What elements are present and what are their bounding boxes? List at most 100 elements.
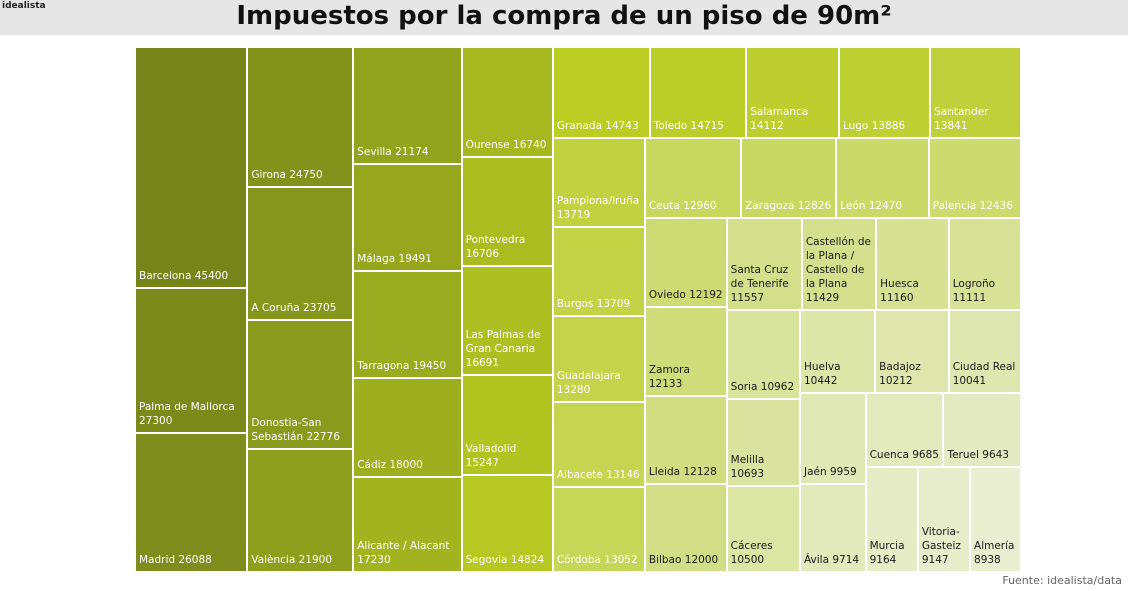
treemap-cell: Burgos 13709 xyxy=(552,226,645,316)
cell-label: Alicante / Alacant 17230 xyxy=(357,539,457,567)
cell-value: 13146 xyxy=(606,469,640,482)
treemap-cell: Cuenca 9685 xyxy=(865,393,944,468)
cell-value: 12000 xyxy=(684,553,719,566)
cell-value: 9714 xyxy=(832,553,860,566)
cell-name: València xyxy=(251,553,296,566)
cell-label: Córdoba 13052 xyxy=(557,553,641,567)
cell-value: 18000 xyxy=(389,459,423,472)
cell-value: 45400 xyxy=(194,270,229,283)
cell-label: Tarragona 19450 xyxy=(357,359,457,373)
cell-label: Huesca 11160 xyxy=(880,277,945,305)
cell-label: Toledo 14715 xyxy=(654,119,743,133)
treemap-cell: Murcia 9164 xyxy=(865,467,918,572)
cell-value: 12470 xyxy=(868,200,903,213)
cell-label: Bilbao 12000 xyxy=(649,553,723,567)
cell-value: 13052 xyxy=(604,553,638,566)
treemap-cell: Ávila 9714 xyxy=(799,483,866,572)
cell-value: 10500 xyxy=(730,553,765,566)
treemap-cell: Valladolid 15247 xyxy=(461,375,553,475)
cell-value: 10212 xyxy=(879,375,913,388)
cell-name: Ciudad Real xyxy=(952,361,1016,374)
cell-name: Melilla xyxy=(730,454,765,467)
cell-value: 13719 xyxy=(556,208,591,221)
cell-label: Cáceres 10500 xyxy=(731,539,796,567)
cell-value: 12133 xyxy=(648,377,683,390)
cell-value: 13886 xyxy=(871,119,906,132)
cell-label: València 21900 xyxy=(251,553,349,567)
treemap-cell: Vitoria-Gasteiz 9147 xyxy=(917,467,971,572)
cell-label: Málaga 19491 xyxy=(357,252,457,266)
cell-name: Girona xyxy=(251,168,286,181)
cell-name: Ávila xyxy=(803,553,830,566)
cell-name: Vitoria-Gasteiz xyxy=(921,525,961,552)
cell-name: Granada xyxy=(556,119,602,132)
treemap-cell: A Coruña 23705 xyxy=(247,186,354,321)
cell-name: Málaga xyxy=(357,252,396,265)
treemap-cell: Soria 10962 xyxy=(726,310,800,400)
cell-name: Almería xyxy=(974,539,1015,552)
treemap-cell: Granada 14743 xyxy=(552,47,650,138)
cell-label: A Coruña 23705 xyxy=(251,301,349,315)
treemap-cell: Badajoz 10212 xyxy=(875,310,949,394)
cell-name: Teruel xyxy=(947,449,979,462)
cell-value: 23705 xyxy=(303,302,337,315)
cell-name: Madrid xyxy=(139,553,176,566)
treemap-cell: Pontevedra 16706 xyxy=(461,156,553,266)
cell-label: Sevilla 21174 xyxy=(357,145,457,159)
cell-value: 12192 xyxy=(689,289,723,302)
cell-name: Ourense xyxy=(465,138,510,151)
cell-label: Castellón de la Plana / Castello de la P… xyxy=(806,235,872,305)
cell-label: Donostia-San Sebastián 22776 xyxy=(251,416,349,444)
treemap-cell: Barcelona 45400 xyxy=(135,47,248,289)
treemap-cell: Donostia-San Sebastián 22776 xyxy=(247,320,354,449)
cell-label: Melilla 10693 xyxy=(731,453,796,481)
cell-name: Santa Cruz de Tenerife xyxy=(730,264,789,291)
cell-value: 16706 xyxy=(465,247,500,260)
cell-name: Huesca xyxy=(880,278,919,291)
cell-value: 21174 xyxy=(395,145,429,158)
cell-label: Murcia 9164 xyxy=(870,539,914,567)
treemap-cell: València 21900 xyxy=(247,448,354,572)
treemap-cell: Guadalajara 13280 xyxy=(552,315,645,403)
cell-name: Palma de Mallorca xyxy=(139,401,235,414)
cell-label: Girona 24750 xyxy=(251,168,349,182)
cell-value: 12128 xyxy=(683,466,717,479)
treemap-cell: Girona 24750 xyxy=(247,47,354,187)
cell-value: 10693 xyxy=(730,468,765,481)
cell-value: 9959 xyxy=(829,465,857,478)
cell-value: 9164 xyxy=(869,553,897,566)
cell-label: Ceuta 12960 xyxy=(649,199,737,213)
cell-value: 11111 xyxy=(952,292,987,305)
treemap-cell: Málaga 19491 xyxy=(353,163,462,271)
treemap-cell: Madrid 26088 xyxy=(135,433,248,572)
cell-label: Almería 8938 xyxy=(974,539,1017,567)
cell-label: Palencia 12436 xyxy=(933,199,1017,213)
cell-label: Palma de Mallorca 27300 xyxy=(139,400,243,428)
cell-name: Castellón de la Plana / Castello de la P… xyxy=(805,236,872,291)
treemap-cell: Ourense 16740 xyxy=(461,47,553,157)
cell-label: Huelva 10442 xyxy=(804,360,871,388)
cell-name: Albacete xyxy=(556,469,603,482)
cell-value: 16740 xyxy=(513,138,547,151)
cell-label: Salamanca 14112 xyxy=(750,105,835,133)
cell-name: Murcia xyxy=(869,539,905,552)
cell-value: 13841 xyxy=(934,119,968,132)
treemap-cell: Bilbao 12000 xyxy=(644,484,727,572)
cell-label: Jaén 9959 xyxy=(804,465,862,479)
cell-value: 11429 xyxy=(805,292,840,305)
cell-name: Bilbao xyxy=(648,553,682,566)
treemap-cell: Logroño 11111 xyxy=(948,218,1021,311)
treemap-cell: Huelva 10442 xyxy=(799,310,876,394)
cell-name: Badajoz xyxy=(879,361,921,374)
cell-name: Pontevedra xyxy=(465,233,526,246)
treemap-cell: Ceuta 12960 xyxy=(644,137,742,219)
treemap-cell: Lugo 13886 xyxy=(838,47,931,138)
cell-name: Córdoba xyxy=(556,553,601,566)
cell-label: Zamora 12133 xyxy=(649,363,723,391)
cell-value: 10962 xyxy=(760,381,795,394)
cell-name: Toledo xyxy=(653,119,688,132)
cell-label: Ciudad Real 10041 xyxy=(953,360,1017,388)
treemap-cell: Tarragona 19450 xyxy=(353,270,462,378)
brand: idealista xyxy=(2,1,46,11)
cell-value: 27300 xyxy=(139,415,173,428)
